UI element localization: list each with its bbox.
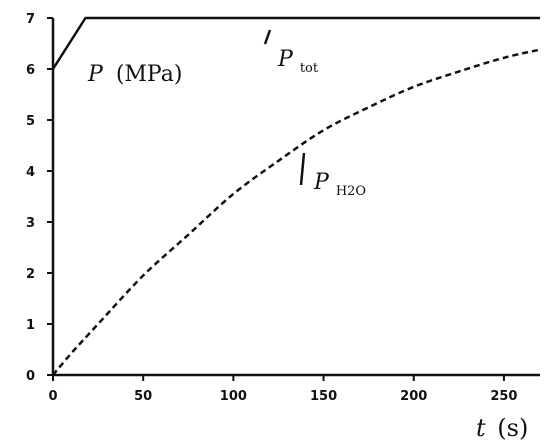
- y-axis-label: P (MPa): [87, 62, 182, 87]
- y-tick-label: 0: [26, 369, 35, 384]
- x-tick-label: 250: [490, 389, 517, 404]
- x-axis-symbol: t: [476, 414, 486, 442]
- tick-labels: 0 50 100 150 200 250 0 1 2 3 4 5 6 7: [26, 12, 518, 404]
- x-tick-label: 150: [310, 389, 337, 404]
- ptot-symbol: P: [277, 47, 294, 72]
- axes: [47, 17, 540, 381]
- y-tick-label: 1: [26, 318, 35, 333]
- x-tick-label: 100: [220, 389, 247, 404]
- y-tick-label: 4: [26, 165, 35, 180]
- ph2o-label: P H2O: [313, 170, 366, 199]
- y-tick-label: 2: [26, 267, 35, 282]
- x-tick-label: 200: [400, 389, 427, 404]
- x-axis-unit: (s): [497, 414, 528, 442]
- x-tick-label: 50: [134, 389, 152, 404]
- ph2o-label-pointer: [299, 152, 306, 186]
- y-axis-unit: (MPa): [116, 62, 183, 87]
- ph2o-subscript: H2O: [336, 184, 366, 199]
- ptot-subscript: tot: [300, 61, 319, 76]
- x-axis-label: t (s): [476, 414, 528, 442]
- ptot-series-line: [51, 16, 540, 70]
- ptot-label-pointer: [263, 29, 272, 45]
- series-lines: [51, 16, 541, 376]
- ptot-label: P tot: [277, 47, 319, 76]
- y-tick-label: 5: [26, 114, 35, 129]
- x-tick-label: 0: [48, 389, 57, 404]
- y-tick-label: 7: [26, 12, 35, 27]
- y-tick-label: 3: [26, 216, 35, 231]
- y-tick-label: 6: [26, 63, 35, 78]
- y-axis-symbol: P: [87, 62, 104, 87]
- ph2o-series-line: [52, 48, 541, 376]
- ph2o-symbol: P: [313, 170, 330, 195]
